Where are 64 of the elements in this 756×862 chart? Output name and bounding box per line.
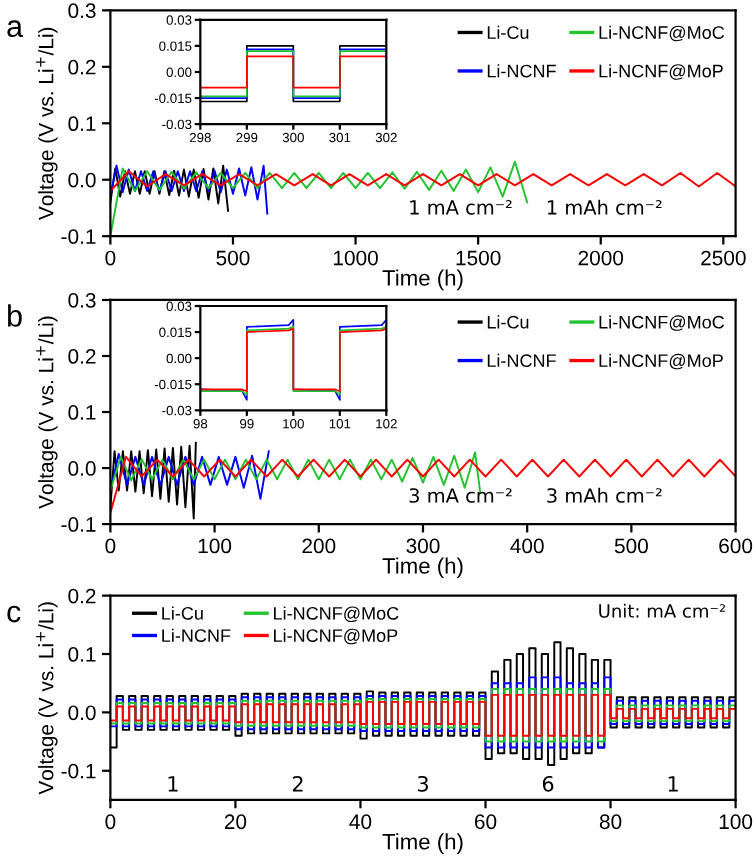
annotation: 6 bbox=[542, 775, 554, 792]
legend-label: Li-NCNF@MoP bbox=[599, 64, 723, 80]
annotation: 3 mAh cm⁻² bbox=[547, 487, 662, 503]
x-tick-label: 100 bbox=[719, 814, 753, 830]
y-tick-label: 0.0 bbox=[68, 705, 96, 721]
x-tick-label: 200 bbox=[302, 538, 336, 554]
legend-label: Li-Cu bbox=[162, 606, 203, 620]
x-tick-label: 0 bbox=[105, 538, 116, 554]
legend-label: Li-Cu bbox=[487, 25, 529, 39]
x-tick-label: 20 bbox=[224, 814, 247, 830]
x-tick-label: 0 bbox=[105, 250, 116, 266]
x-axis-title: Time (h) bbox=[382, 557, 463, 579]
annotation: 1 mAh cm⁻² bbox=[547, 199, 662, 215]
annotation: 1 mA cm⁻² bbox=[410, 200, 512, 215]
annotation: 1 bbox=[668, 776, 678, 792]
y-tick-label: -0.1 bbox=[61, 229, 96, 244]
x-tick-label: 60 bbox=[474, 814, 497, 830]
y-axis-title: Voltage (V vs. Li$^{+}$/Li) bbox=[36, 27, 58, 221]
x-tick-label: 1000 bbox=[333, 250, 378, 266]
y-tick-label: 0.0 bbox=[68, 461, 96, 476]
x-tick-label: 2000 bbox=[578, 250, 624, 266]
x-tick-label: 500 bbox=[614, 538, 648, 554]
y-tick-label: 0.1 bbox=[68, 116, 96, 132]
y-tick-label: 0.2 bbox=[68, 588, 96, 604]
x-tick-label: 400 bbox=[510, 538, 544, 554]
x-tick-label: 600 bbox=[719, 538, 753, 554]
x-tick-label: 300 bbox=[406, 538, 440, 554]
chart-title: a bbox=[7, 20, 24, 38]
y-tick-label: 0.2 bbox=[68, 59, 96, 75]
legend-label: Li-NCNF bbox=[162, 628, 231, 642]
legend-label: Li-NCNF bbox=[487, 353, 556, 368]
y-tick-label: 0.3 bbox=[68, 292, 96, 308]
y-axis-title: Voltage (V vs. Li$^{+}$/Li) bbox=[36, 602, 58, 795]
x-tick-label: 80 bbox=[599, 814, 622, 830]
y-tick-label: 0.2 bbox=[68, 349, 96, 364]
x-axis-title: Time (h) bbox=[382, 269, 463, 291]
legend-label: Li-NCNF@MoC bbox=[599, 25, 725, 42]
annotation: Unit: mA cm⁻² bbox=[599, 603, 726, 618]
chart-title: b bbox=[8, 304, 22, 327]
legend-label: Li-Cu bbox=[487, 315, 529, 329]
x-tick-label: 0 bbox=[105, 814, 116, 830]
y-tick-label: 0.1 bbox=[68, 405, 96, 420]
y-axis-title: Voltage (V vs. Li$^{+}$/Li) bbox=[36, 316, 58, 509]
legend-label: Li-NCNF@MoC bbox=[274, 606, 399, 623]
annotation: 3 bbox=[417, 775, 428, 792]
legend-label: Li-NCNF@MoP bbox=[274, 628, 398, 645]
y-tick-label: 0.0 bbox=[68, 172, 96, 188]
legend-label: Li-NCNF bbox=[487, 64, 556, 78]
legend-label: Li-NCNF@MoP bbox=[599, 353, 723, 370]
x-tick-label: 100 bbox=[198, 538, 232, 554]
annotation: 2 bbox=[292, 775, 303, 792]
annotation: 1 bbox=[168, 776, 178, 792]
x-tick-label: 1500 bbox=[456, 250, 501, 266]
x-tick-label: 40 bbox=[349, 814, 372, 830]
x-axis-title: Time (h) bbox=[382, 833, 463, 854]
y-tick-label: -0.1 bbox=[61, 517, 96, 532]
x-tick-label: 2500 bbox=[701, 250, 746, 266]
legend-label: Li-NCNF@MoC bbox=[599, 315, 725, 331]
annotation: 3 mA cm⁻² bbox=[409, 488, 512, 503]
y-tick-label: -0.1 bbox=[61, 763, 96, 779]
x-tick-label: 500 bbox=[216, 250, 250, 266]
chart-title: c bbox=[7, 605, 21, 623]
y-tick-label: 0.1 bbox=[68, 647, 96, 662]
y-tick-label: 0.3 bbox=[68, 3, 96, 19]
